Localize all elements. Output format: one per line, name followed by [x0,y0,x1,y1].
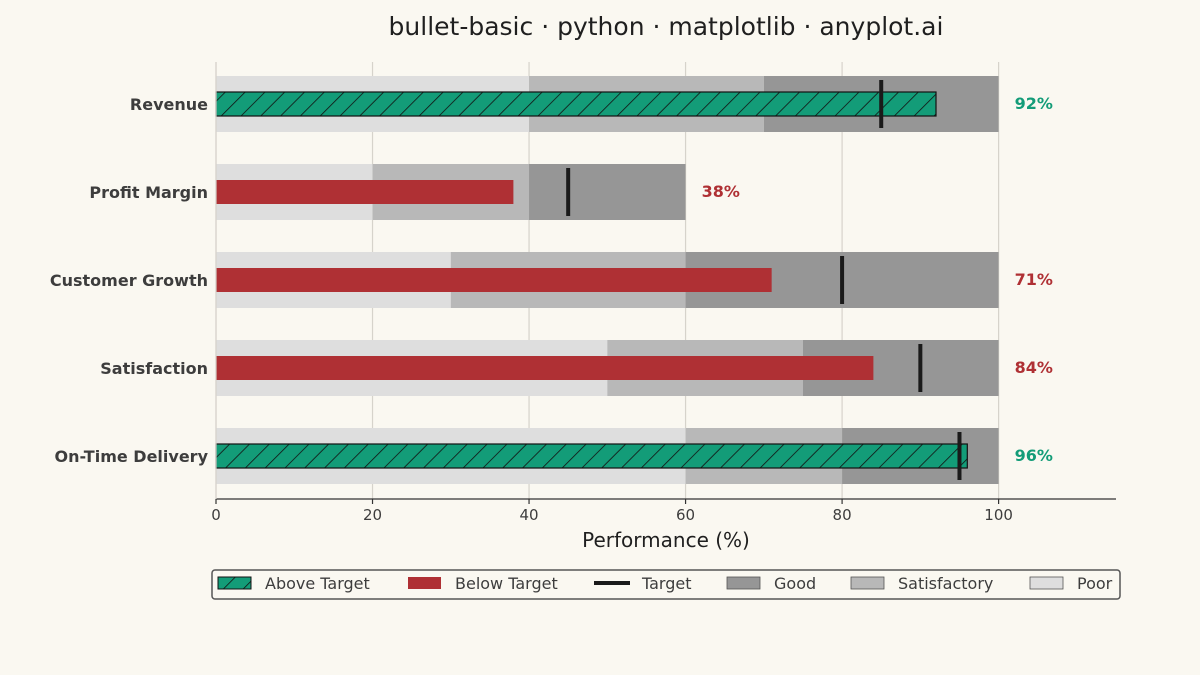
legend-swatch-poor [1029,576,1064,590]
category-label: Revenue [130,95,208,114]
x-tick-label: 0 [211,506,221,524]
legend-swatch-satisfactory [850,576,885,590]
legend-swatch-good [726,576,761,590]
bullet-row: Satisfaction 84% [100,340,1053,396]
x-tick-label: 80 [833,506,852,524]
bullet-row: On-Time Delivery 96% [55,428,1053,484]
value-bar-hatch [215,91,937,117]
bullet-row: Profit Margin 38% [89,164,740,220]
category-label: On-Time Delivery [55,447,209,466]
x-tick-label: 60 [676,506,695,524]
legend: Above Target Below Target Target Good Satisf… [211,569,1121,600]
bullet-rows: Revenue 92% Profit Margin 38% Customer Growt… [50,76,1053,484]
bullet-row: Revenue 92% [130,76,1053,132]
legend-swatch-hatch [217,576,252,590]
x-tick-label: 40 [519,506,538,524]
good-range [529,164,686,220]
legend-label: Below Target [455,574,558,593]
value-label: 96% [1015,446,1053,465]
legend-label: Good [774,574,816,593]
x-tick-label: 100 [984,506,1013,524]
category-label: Profit Margin [89,183,208,202]
x-tick-label: 20 [363,506,382,524]
value-bar-below-target [216,268,772,292]
legend-label: Target [641,574,692,593]
value-bar-hatch [215,443,968,469]
legend-label: Above Target [265,574,370,593]
value-label: 71% [1015,270,1053,289]
chart-title: bullet-basic · python · matplotlib · any… [389,12,944,41]
category-label: Customer Growth [50,271,208,290]
x-axis-label: Performance (%) [582,528,750,552]
category-label: Satisfaction [100,359,208,378]
value-label: 92% [1015,94,1053,113]
value-bar-below-target [216,356,874,380]
value-label: 38% [702,182,740,201]
value-label: 84% [1015,358,1053,377]
x-axis: 0 20 40 60 80 100 [211,62,1116,524]
bullet-row: Customer Growth 71% [50,252,1053,308]
legend-swatch-below-target [408,577,441,589]
legend-label: Poor [1077,574,1113,593]
value-bar-below-target [216,180,514,204]
legend-label: Satisfactory [898,574,993,593]
